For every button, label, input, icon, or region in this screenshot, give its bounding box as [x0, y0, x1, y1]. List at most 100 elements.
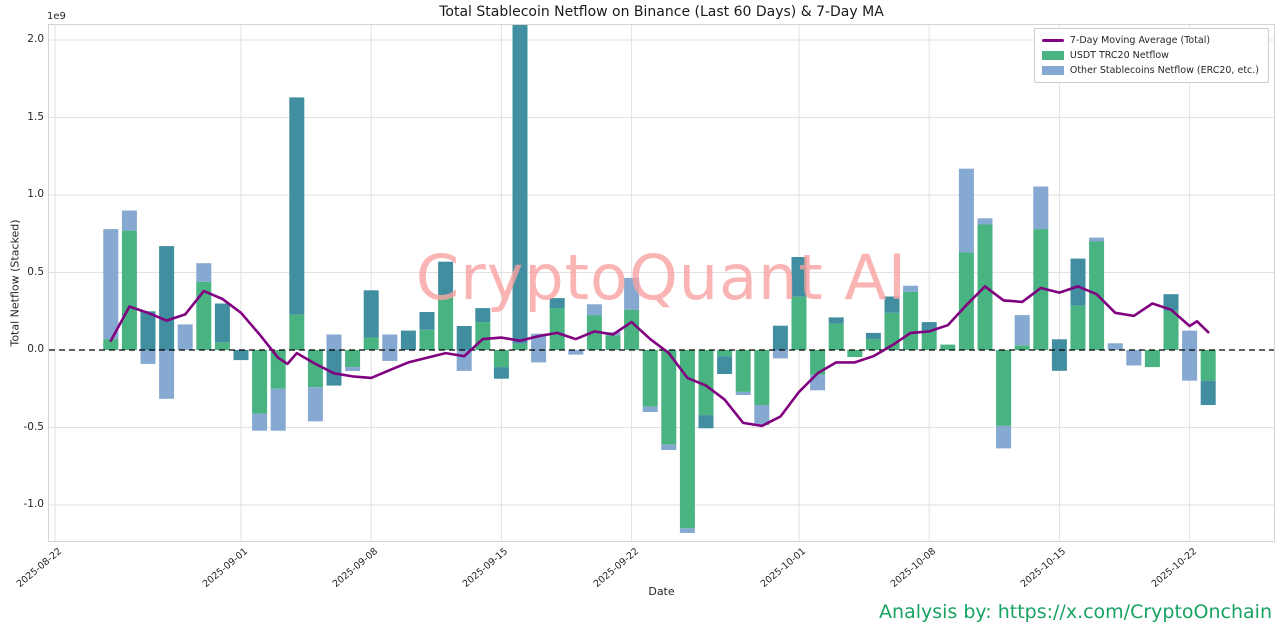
legend-item-label: 7-Day Moving Average (Total): [1069, 35, 1211, 46]
bar-segment: [624, 309, 640, 350]
bar-segment: [345, 350, 361, 368]
bar-segment: [289, 97, 305, 315]
bar-segment: [698, 415, 714, 429]
legend-item-label: USDT TRC20 Netflow: [1069, 50, 1169, 61]
y-tick-label: 2.0: [27, 33, 44, 45]
bar-segment: [1126, 350, 1142, 366]
bar-segment: [549, 308, 565, 350]
bar-segment: [679, 350, 695, 529]
legend: 7-Day Moving Average (Total) USDT TRC20 N…: [1033, 28, 1269, 83]
bar-segment: [1089, 237, 1105, 242]
bar-segment: [884, 296, 900, 313]
legend-item: 7-Day Moving Average (Total): [1041, 33, 1259, 48]
bar-segment: [475, 322, 491, 350]
bar-segment: [735, 350, 751, 392]
bar-segment: [661, 350, 677, 445]
bar-segment: [642, 350, 658, 407]
bar-segment: [1182, 330, 1198, 381]
bar-segment: [828, 317, 844, 324]
bar-segment: [1144, 350, 1160, 368]
bar-segment: [754, 350, 770, 405]
bar-segment: [326, 334, 342, 350]
bar-segment: [1107, 343, 1123, 350]
bar-segment: [531, 350, 547, 363]
legend-patch-swatch: [1041, 66, 1064, 75]
bar-segment: [1014, 345, 1030, 350]
bar-segment: [252, 413, 268, 431]
bar-segment: [307, 387, 323, 422]
legend-patch-swatch: [1041, 51, 1064, 60]
bar-segment: [493, 350, 509, 368]
bar-segment: [252, 350, 268, 414]
bar-segment: [121, 210, 137, 231]
bar-segment: [772, 350, 788, 359]
attribution-link: Analysis by: https://x.com/CryptoOnchain: [879, 601, 1272, 623]
bar-segment: [642, 406, 658, 412]
bar-segment: [605, 335, 621, 350]
bar-segment: [214, 303, 230, 343]
y-tick-label: 0.0: [27, 343, 44, 355]
bar-segment: [400, 330, 416, 350]
plot-area: [48, 24, 1275, 542]
y-axis-offset-label: 1e9: [47, 11, 66, 22]
bar-segment: [493, 367, 509, 379]
bar-segment: [865, 332, 881, 340]
bar-segment: [958, 168, 974, 253]
bar-segment: [958, 252, 974, 350]
bar-segment: [159, 246, 175, 350]
bar-segment: [419, 329, 435, 350]
bar-segment: [791, 257, 807, 297]
bar-segment: [121, 230, 137, 350]
bar-segment: [1033, 186, 1049, 230]
legend-item: USDT TRC20 Netflow: [1041, 48, 1259, 63]
bar-segment: [214, 342, 230, 351]
bar-segment: [735, 391, 751, 395]
bar-segment: [717, 350, 733, 357]
bar-segment: [475, 308, 491, 323]
y-tick-label: -1.0: [23, 498, 45, 510]
y-axis-title: Total Netflow (Stacked): [8, 219, 22, 347]
bar-segment: [177, 324, 193, 350]
bar-segment: [791, 296, 807, 350]
bar-segment: [419, 312, 435, 330]
bar-segment: [196, 281, 212, 350]
bar-segment: [772, 325, 788, 350]
bar-segment: [1014, 315, 1030, 346]
bar-segment: [233, 350, 249, 361]
bar-segment: [438, 261, 454, 296]
bar-segment: [921, 322, 937, 332]
bar-segment: [810, 350, 826, 375]
bar-segment: [661, 444, 677, 450]
ma-line: [109, 285, 1210, 428]
chart-svg: [49, 25, 1274, 541]
bar-segment: [1070, 305, 1086, 350]
bar-segment: [270, 388, 286, 431]
bar-segment: [140, 311, 156, 351]
bar-segment: [196, 263, 212, 282]
bar-segment: [624, 277, 640, 310]
legend-line-swatch: [1041, 39, 1064, 42]
watermark: CryptoQuant AI: [415, 241, 908, 314]
bar-segment: [828, 323, 844, 350]
bar-segment: [307, 350, 323, 388]
bar-segment: [940, 344, 956, 350]
chart-title: Total Stablecoin Netflow on Binance (Las…: [439, 4, 884, 20]
bar-segment: [586, 304, 602, 316]
bar-segment: [1163, 294, 1179, 311]
bar-segment: [363, 290, 379, 338]
bar-segment: [549, 298, 565, 309]
bar-segment: [512, 343, 528, 350]
bar-segment: [289, 314, 305, 350]
bar-segment: [1070, 258, 1086, 306]
x-axis-title: Date: [648, 585, 675, 598]
bar-segment: [438, 295, 454, 351]
bar-segment: [103, 229, 119, 340]
bar-segment: [363, 337, 379, 350]
bar-segment: [903, 285, 919, 292]
bar-segment: [679, 528, 695, 533]
bar-segment: [140, 350, 156, 364]
legend-item-label: Other Stablecoins Netflow (ERC20, etc.): [1069, 65, 1259, 76]
bar-segment: [921, 331, 937, 350]
bar-segment: [996, 350, 1012, 426]
bar-segment: [1200, 350, 1216, 381]
